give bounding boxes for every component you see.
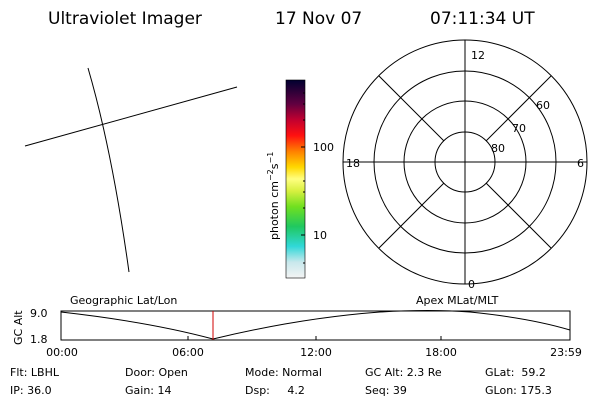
colorbar-tick-label: 10 [313,229,327,242]
x-ticks [187,336,442,340]
status-field: Dsp: 4.2 [245,384,305,397]
mlat-label: 60 [536,99,550,112]
status-field: Seq: 39 [365,384,407,397]
y-tick-label: 9.0 [30,307,48,320]
mlt-label: 0 [468,278,475,291]
status-field: IP: 36.0 [10,384,52,397]
status-field: Mode: Normal [245,366,322,379]
polar-grid [342,39,588,285]
unit: photon cm [268,181,281,240]
mlat-label: 80 [491,142,505,155]
x-tick-label: 06:00 [172,346,204,359]
colorbar-tick-label: 100 [313,141,334,154]
colorbar-label: photon cm−2s−1 [266,152,281,240]
mlt-label: 12 [471,49,485,62]
status-field: GLat: 59.2 [485,366,546,379]
x-tick-label: 00:00 [46,346,78,359]
exponent: −2 [266,169,275,181]
x-tick-label: 23:59 [550,346,582,359]
status-field: Gain: 14 [125,384,172,397]
timeline-frame [60,310,571,341]
colorbar-ticks [301,92,305,264]
status-field: Door: Open [125,366,188,379]
footer: Flt: LBHL Door: Open Mode: Normal GC Alt: 2… [10,366,552,397]
date: 17 Nov 07 [275,9,362,29]
altitude-curve [60,310,571,340]
grid-line [87,67,130,273]
x-tick-label: 18:00 [425,346,457,359]
time: 07:11:34 UT [430,9,535,29]
timeline-title: Geographic Lat/Lon [70,294,177,307]
status-field: GLon: 175.3 [485,384,552,397]
mlt-label: 6 [577,157,584,170]
geo-grid [24,67,238,273]
timeline-title: Apex MLat/MLT [416,294,499,307]
status-field: GC Alt: 2.3 Re [365,366,442,379]
y-tick-label: 1.8 [30,333,48,346]
mlat-label: 70 [512,122,526,135]
exponent: −1 [266,152,275,164]
colorbar [285,79,306,279]
unit: s [268,163,281,169]
instrument-title: Ultraviolet Imager [48,9,202,29]
grid-line [24,86,238,147]
x-tick-label: 12:00 [300,346,332,359]
status-field: Flt: LBHL [10,366,60,379]
y-axis-label: GC Alt [12,310,25,345]
mlt-label: 18 [346,157,360,170]
